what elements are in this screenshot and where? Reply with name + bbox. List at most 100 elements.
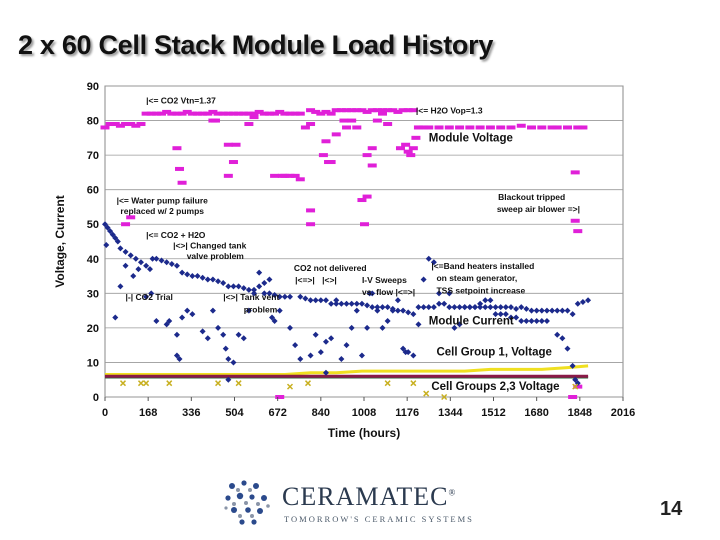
page-number: 14	[660, 498, 683, 520]
x-tick-label: 2016	[611, 407, 635, 419]
module-current-point	[173, 331, 180, 338]
module-voltage-point	[228, 111, 238, 116]
module-current-point	[559, 307, 566, 314]
module-voltage-point	[383, 108, 393, 113]
y-tick-label: 50	[87, 219, 99, 231]
module-voltage-point	[383, 122, 393, 127]
y-tick-label: 70	[87, 150, 99, 162]
module-current-point	[538, 307, 545, 314]
module-current-point	[384, 317, 391, 324]
module-voltage-point	[424, 125, 434, 130]
module-voltage-point	[570, 170, 580, 175]
module-voltage-point	[175, 166, 185, 171]
module-current-point	[502, 304, 509, 311]
y-tick-label: 60	[87, 185, 99, 197]
module-voltage-point	[146, 111, 156, 116]
module-voltage-point	[306, 108, 316, 113]
module-current-point	[168, 260, 175, 267]
module-voltage-point	[136, 122, 146, 127]
module-voltage-point	[372, 118, 382, 123]
module-current-point	[328, 300, 335, 307]
module-voltage-point	[401, 142, 411, 147]
module-voltage-point	[100, 125, 110, 130]
module-voltage-point	[342, 125, 352, 130]
x-tick-label: 168	[139, 407, 157, 419]
module-current-point	[204, 335, 211, 342]
module-voltage-point	[465, 125, 475, 130]
module-current-point	[269, 314, 276, 321]
module-current-point	[271, 292, 278, 299]
module-current-point	[477, 304, 484, 311]
axes: 0 10 20 30 40 50 60 70 80 90 0 168 336 504 672 840 1008 1…	[53, 81, 635, 440]
module-current-point	[266, 290, 273, 297]
module-current-point	[251, 290, 258, 297]
chart-annotation: Blackout tripped	[498, 192, 565, 202]
module-current-point	[261, 290, 268, 297]
module-current-point	[358, 300, 365, 307]
module-voltage-point	[218, 111, 228, 116]
module-voltage-point	[352, 108, 362, 113]
module-voltage-point	[249, 115, 259, 120]
module-voltage-point	[347, 108, 357, 113]
module-current-point	[292, 342, 299, 349]
module-voltage-point	[321, 139, 331, 144]
module-current-point	[502, 311, 509, 318]
module-current-point	[153, 317, 160, 324]
module-voltage-point	[306, 222, 316, 227]
x-tick-label: 1176	[395, 407, 419, 419]
module-current-point	[204, 276, 211, 283]
chart-annotation: Module Voltage	[429, 132, 513, 144]
module-voltage-point	[244, 111, 254, 116]
module-current-point	[492, 304, 499, 311]
module-voltage-point	[398, 108, 408, 113]
module-current-point	[297, 355, 304, 362]
module-voltage-point	[570, 218, 580, 223]
module-current-point	[153, 255, 160, 262]
module-current-point	[163, 321, 170, 328]
module-current-point	[513, 314, 520, 321]
module-current-point	[317, 349, 324, 356]
chart-annotation: I-V Sweeps	[362, 275, 407, 285]
module-voltage-point	[434, 125, 444, 130]
module-voltage-point	[105, 122, 115, 127]
module-current-point	[240, 285, 247, 292]
module-current-point	[579, 298, 586, 305]
module-current-point	[487, 297, 494, 304]
module-current-point	[302, 295, 309, 302]
module-voltage-point	[162, 109, 172, 114]
module-current-point	[179, 269, 186, 276]
chart-annotation: on steam generator,	[436, 273, 517, 283]
module-current-point	[143, 262, 150, 269]
module-voltage-point	[182, 109, 192, 114]
module-current-point	[251, 286, 258, 293]
module-current-point	[518, 317, 525, 324]
module-current-point	[441, 300, 448, 307]
module-voltage-point	[177, 111, 187, 116]
module-current-point	[549, 307, 556, 314]
module-voltage-point	[342, 108, 352, 113]
module-current-point	[353, 300, 360, 307]
module-voltage-point	[203, 111, 213, 116]
module-current-point	[451, 324, 458, 331]
module-voltage-point	[357, 198, 367, 203]
module-voltage-point	[270, 111, 280, 116]
module-voltage-point	[403, 108, 413, 113]
module-voltage-point	[318, 153, 328, 158]
module-current-point	[374, 307, 381, 314]
module-current-point	[338, 300, 345, 307]
module-voltage-point	[198, 111, 208, 116]
module-voltage-point	[352, 125, 362, 130]
module-current-point	[482, 304, 489, 311]
module-current-point	[307, 352, 314, 359]
module-current-point	[199, 274, 206, 281]
module-current-point	[446, 304, 453, 311]
module-current-point	[225, 355, 232, 362]
module-current-point	[220, 279, 227, 286]
module-voltage-point	[228, 160, 238, 165]
module-current-point	[256, 283, 263, 290]
module-current-point	[456, 304, 463, 311]
module-voltage-point	[126, 215, 136, 220]
module-current-point	[173, 262, 180, 269]
module-voltage-point	[547, 125, 557, 130]
module-current-point	[333, 297, 340, 304]
